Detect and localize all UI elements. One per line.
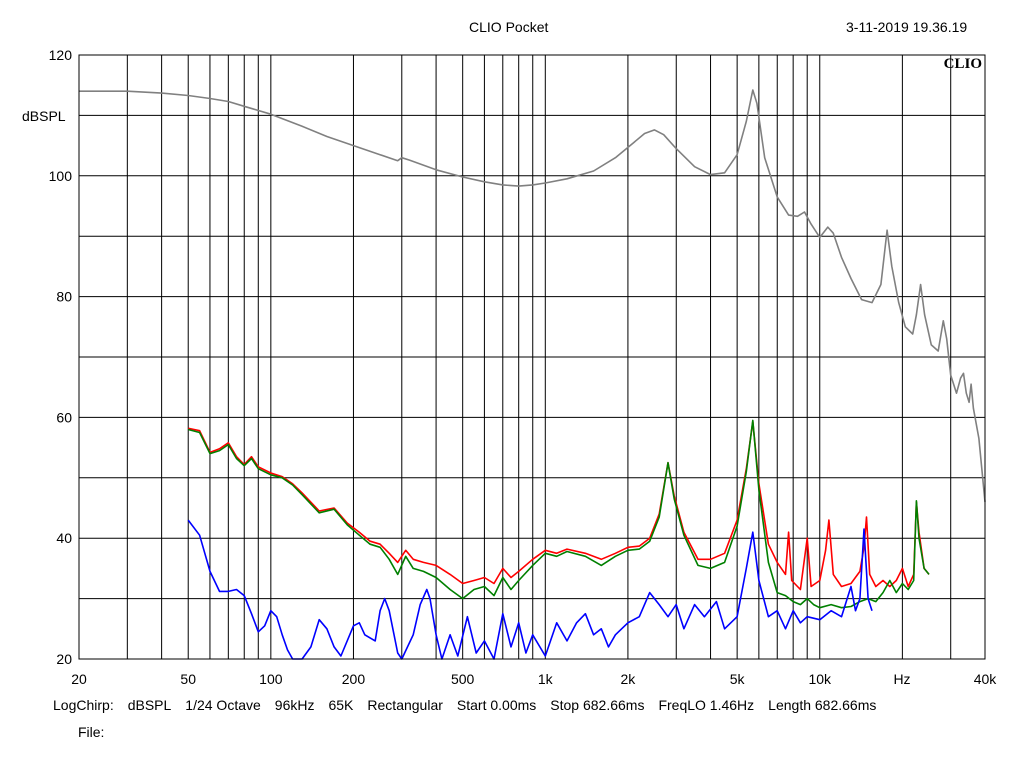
x-unit-label: Hz: [893, 671, 910, 687]
clio-logo: CLIO: [944, 56, 982, 72]
info-units: dBSPL: [127, 697, 172, 713]
file-label: File:: [78, 724, 105, 740]
info-points: 65K: [328, 697, 354, 713]
series-line-3: [187, 419, 930, 609]
x-tick-label: 20: [71, 671, 87, 687]
y-tick-labels: 120 100 80 60 40 20: [49, 47, 73, 667]
info-length: Length 682.66ms: [768, 697, 877, 713]
info-window: Rectangular: [367, 697, 443, 713]
y-axis-label: dBSPL: [22, 108, 66, 124]
y-tick-label: 100: [49, 168, 73, 184]
x-tick-label: 5k: [730, 671, 746, 687]
info-freqlo: FreqLO 1.46Hz: [658, 697, 755, 713]
series-line-1: [79, 89, 986, 503]
x-tick-label: 1k: [538, 671, 554, 687]
timestamp: 3-11-2019 19.36.19: [846, 19, 968, 35]
y-tick-label: 40: [56, 530, 72, 546]
y-tick-label: 80: [56, 289, 72, 305]
y-tick-label: 120: [49, 47, 73, 63]
series-line-2: [188, 420, 930, 591]
x-tick-labels: 20 50 100 200 500 1k 2k 5k 10k 40k: [71, 671, 997, 687]
info-start: Start 0.00ms: [456, 697, 537, 713]
x-tick-label: 2k: [621, 671, 637, 687]
series-line-4: [187, 519, 873, 660]
x-tick-label: 50: [180, 671, 196, 687]
x-tick-label: 40k: [974, 671, 998, 687]
chart-title: CLIO Pocket: [469, 19, 549, 35]
measurement-info-bar: LogChirp: dBSPL 1/24 Octave 96kHz 65K Rectang…: [53, 697, 890, 713]
x-tick-label: 100: [259, 671, 283, 687]
x-tick-label: 10k: [808, 671, 832, 687]
y-tick-label: 60: [56, 409, 72, 425]
plot-frame: [78, 54, 986, 660]
x-tick-label: 500: [451, 671, 475, 687]
info-octave: 1/24 Octave: [185, 697, 261, 713]
grid-lines: [79, 55, 985, 659]
info-logchirp: LogChirp:: [53, 697, 114, 713]
info-sample-rate: 96kHz: [274, 697, 315, 713]
x-tick-label: 200: [342, 671, 366, 687]
info-stop: Stop 682.66ms: [550, 697, 645, 713]
y-tick-label: 20: [56, 651, 72, 667]
